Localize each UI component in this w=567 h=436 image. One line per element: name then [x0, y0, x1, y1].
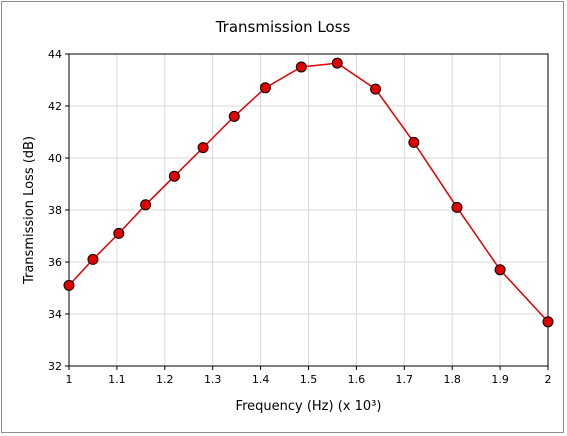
data-point [408, 136, 420, 148]
data-point [168, 170, 180, 182]
y-tick-label: 32 [48, 360, 62, 373]
y-tick-label: 42 [48, 100, 62, 113]
x-tick-label: 1.7 [396, 373, 414, 386]
data-point [197, 142, 209, 154]
x-tick-label: 1.1 [108, 373, 126, 386]
x-tick-label: 1.3 [204, 373, 222, 386]
data-point [451, 201, 463, 213]
y-tick-label: 40 [48, 152, 62, 165]
x-tick-label: 1.5 [300, 373, 318, 386]
y-tick-label: 34 [48, 308, 62, 321]
data-point [370, 83, 382, 95]
data-point [87, 253, 99, 265]
data-point [140, 199, 152, 211]
x-tick-label: 1.8 [443, 373, 461, 386]
data-point [494, 264, 506, 276]
x-tick-label: 1.4 [252, 373, 270, 386]
x-tick-label: 1.6 [348, 373, 366, 386]
data-point [113, 227, 125, 239]
chart-title: Transmission Loss [215, 18, 351, 36]
data-point [63, 279, 75, 291]
data-point [228, 110, 240, 122]
x-tick-label: 1.9 [491, 373, 509, 386]
y-tick-label: 44 [48, 48, 62, 61]
data-point [295, 61, 307, 73]
x-tick-label: 1.2 [156, 373, 174, 386]
data-point [259, 82, 271, 94]
series-layer [63, 57, 554, 328]
data-point [542, 316, 554, 328]
axis-ticks: 1 1.1 1.2 1.3 1.4 1.5 1.6 1.7 1.8 1.9 2 32 34 36 38 40 4… [48, 48, 552, 386]
x-tick-label: 1 [66, 373, 73, 386]
y-tick-label: 36 [48, 256, 62, 269]
y-axis-label: Transmission Loss (dB) [22, 136, 37, 285]
y-tick-label: 38 [48, 204, 62, 217]
x-axis-label: Frequency (Hz) (x 10³) [236, 399, 382, 414]
x-tick-label: 2 [545, 373, 552, 386]
data-point [331, 57, 343, 69]
